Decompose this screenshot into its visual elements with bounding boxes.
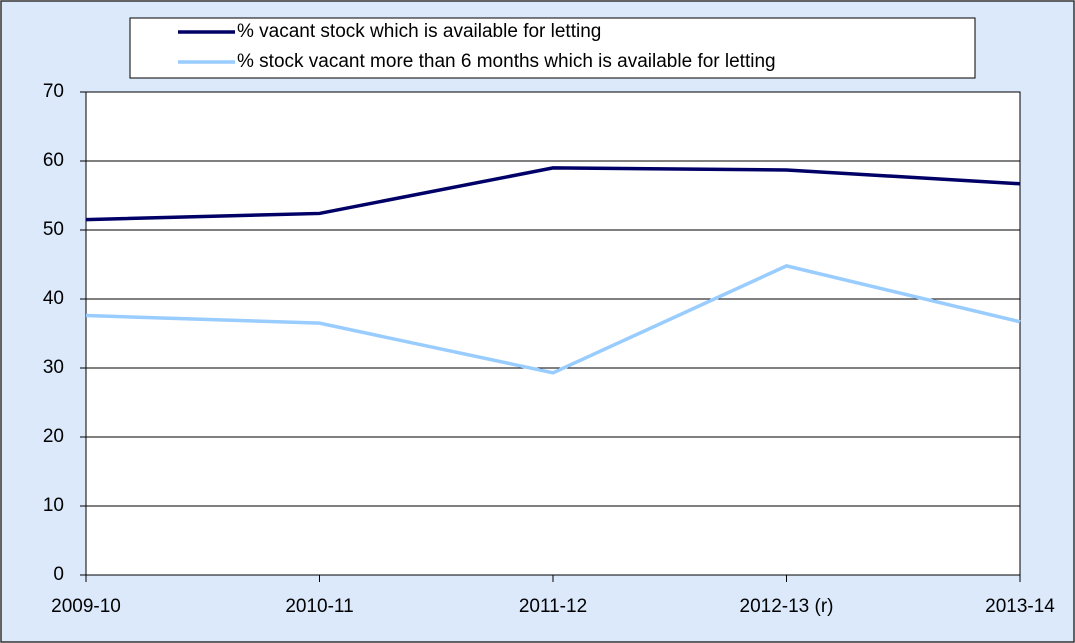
y-tick-label: 30 [43, 357, 64, 378]
y-tick-label: 0 [53, 564, 64, 585]
plot-area [85, 91, 1021, 576]
y-tick-label: 10 [43, 495, 64, 516]
y-tick-label: 20 [43, 426, 64, 447]
x-tick-label: 2009-10 [51, 596, 121, 617]
y-tick-label: 60 [43, 150, 64, 171]
series-line [85, 166, 1021, 222]
x-tick-label: 2012-13 (r) [740, 596, 834, 617]
legend-label: % stock vacant more than 6 months which … [237, 51, 776, 72]
x-tick-label: 2013-14 [985, 596, 1055, 617]
x-tick-label: 2010-11 [285, 596, 353, 617]
series-line [85, 264, 1021, 375]
y-tick-label: 50 [43, 219, 64, 240]
legend-label: % vacant stock which is available for le… [237, 21, 601, 42]
y-tick-label: 40 [43, 288, 64, 309]
y-tick-label: 70 [43, 81, 64, 102]
legend [129, 17, 976, 79]
x-tick-label: 2011-12 [519, 596, 587, 617]
